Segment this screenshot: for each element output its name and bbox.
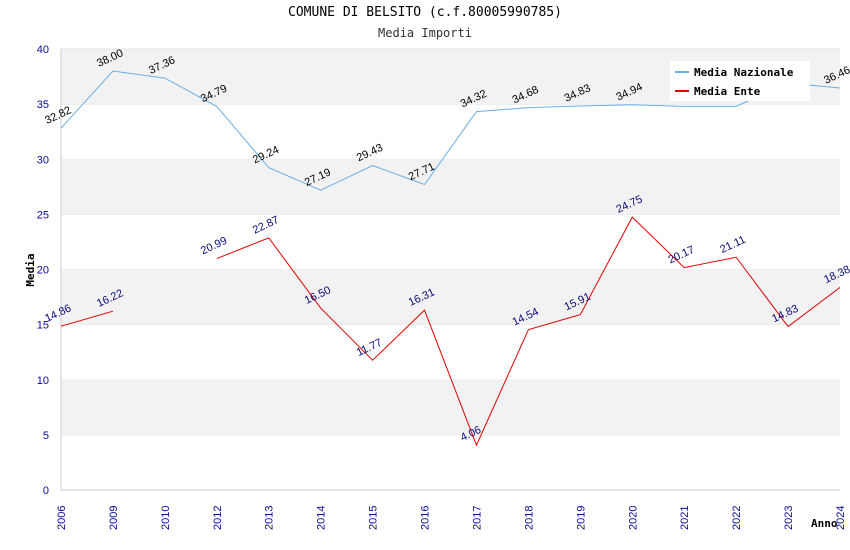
y-tick-label: 15: [37, 320, 49, 332]
y-tick-label: 10: [37, 375, 49, 387]
legend-box: [670, 61, 810, 101]
x-tick-label: 2015: [368, 506, 380, 530]
x-tick-label: 2019: [575, 506, 587, 530]
series-line-ente: [216, 216, 841, 447]
legend-label-ente: Media Ente: [694, 85, 761, 98]
y-tick-label: 0: [43, 485, 49, 497]
y-axis-label: Media: [24, 253, 37, 286]
series-line-ente: [60, 310, 114, 327]
x-tick-label: 2009: [108, 506, 120, 530]
grid-band: [61, 434, 840, 490]
x-tick-label: 2024: [835, 506, 847, 530]
x-tick-label: 2021: [679, 506, 691, 530]
x-tick-label: 2017: [471, 506, 483, 530]
y-tick-label: 20: [37, 265, 49, 277]
x-tick-label: 2014: [316, 506, 328, 530]
grid-band: [61, 269, 840, 325]
series-lines: [60, 70, 841, 447]
x-tick-label: 2018: [523, 506, 535, 530]
grid-band: [61, 324, 840, 380]
y-tick-label: 5: [43, 430, 49, 442]
x-axis-ticks: 2006 2009 2010 2012 2013 2014 2015 2016 2017 2018…: [56, 506, 847, 530]
y-tick-label: 35: [37, 99, 49, 111]
x-tick-label: 2022: [731, 506, 743, 530]
x-tick-label: 2012: [212, 506, 224, 530]
grid-band: [61, 104, 840, 160]
x-tick-label: 2020: [627, 506, 639, 530]
x-tick-label: 2013: [264, 506, 276, 530]
x-tick-label: 2023: [783, 506, 795, 530]
x-tick-label: 2016: [420, 506, 432, 530]
legend: Media Nazionale Media Ente: [670, 61, 810, 101]
chart-subtitle: Media Importi: [378, 26, 472, 40]
chart-title: COMUNE DI BELSITO (c.f.80005990785): [288, 5, 562, 20]
y-axis-ticks: 0 5 10 15 20 25 30 35 40: [37, 44, 49, 497]
legend-label-nazionale: Media Nazionale: [694, 66, 794, 79]
grid-band: [61, 379, 840, 435]
grid-bands: [61, 48, 840, 490]
x-tick-label: 2006: [56, 506, 68, 530]
grid-band: [61, 159, 840, 215]
y-tick-label: 30: [37, 154, 49, 166]
y-tick-label: 40: [37, 44, 49, 56]
grid-band: [61, 214, 840, 270]
series-line-nazionale: [60, 70, 841, 191]
x-axis-label: Anno: [811, 517, 838, 530]
y-tick-label: 25: [37, 209, 49, 221]
x-tick-label: 2010: [160, 506, 172, 530]
